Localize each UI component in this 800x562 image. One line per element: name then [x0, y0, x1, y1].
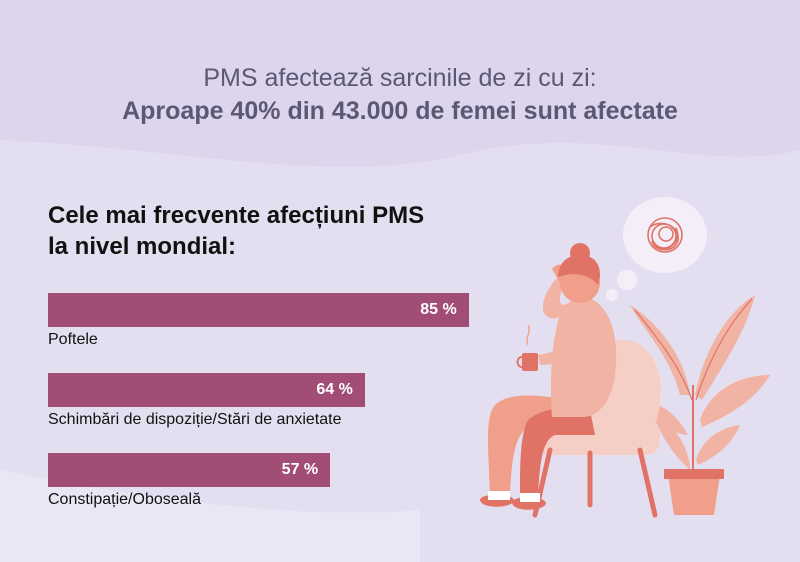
stressed-woman-in-chair-illustration [480, 197, 770, 518]
bar-value-label: 57 % [281, 461, 319, 478]
thought-bubble-icon [606, 197, 707, 301]
woman-figure-icon [480, 243, 617, 510]
chart-title: Cele mai frecvente afecțiuni PMS la nive… [48, 202, 425, 260]
bar-2: 57 % [48, 453, 331, 487]
bar-category-label: Poftele [48, 331, 98, 348]
bar-1: 64 % [48, 373, 365, 407]
header-line-1: PMS afectează sarcinile de zi cu zi: [203, 64, 597, 92]
bar-value-label: 85 % [420, 301, 457, 318]
header-line-2: Aproape 40% din 43.000 de femei sunt afe… [122, 97, 678, 125]
bar-0: 85 % [48, 293, 469, 327]
bar-category-label: Schimbări de dispoziție/Stări de anxieta… [48, 411, 342, 428]
bar-value-label: 64 % [316, 381, 353, 398]
bar-category-label: Constipație/Oboseală [48, 491, 201, 508]
